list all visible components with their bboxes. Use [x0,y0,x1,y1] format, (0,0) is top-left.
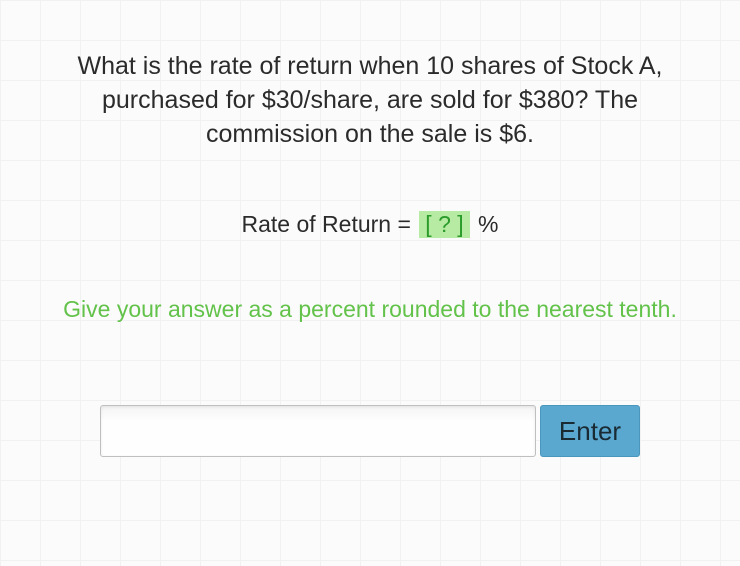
hint-text: Give your answer as a percent rounded to… [60,293,680,325]
enter-button[interactable]: Enter [540,405,640,457]
answer-placeholder-box: [ ? ] [419,211,469,238]
question-text: What is the rate of return when 10 share… [60,50,680,151]
formula-suffix: % [472,211,499,237]
problem-panel: What is the rate of return when 10 share… [0,0,740,566]
answer-input[interactable] [100,405,536,457]
formula-prefix: Rate of Return = [242,211,418,237]
answer-input-row: Enter [60,405,680,457]
formula-row: Rate of Return = [ ? ] % [60,211,680,238]
